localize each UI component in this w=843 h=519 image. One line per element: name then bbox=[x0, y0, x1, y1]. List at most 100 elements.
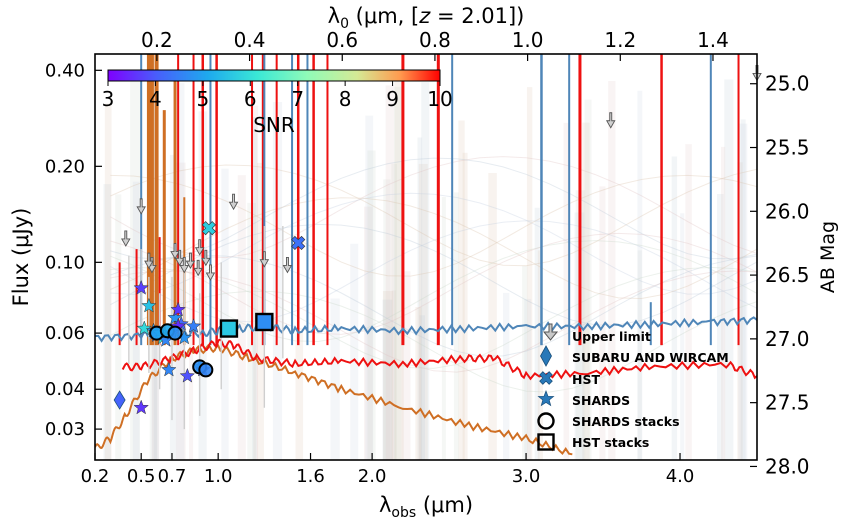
upper-limit-arrow bbox=[205, 264, 216, 281]
y-tick-label: 0.04 bbox=[45, 379, 85, 400]
plot-frame bbox=[94, 53, 758, 461]
mag-tick-label: 27.0 bbox=[765, 327, 810, 351]
legend-label: SHARDS bbox=[572, 393, 630, 408]
hst-stack-point bbox=[219, 319, 239, 338]
top-tick-label: 0.8 bbox=[419, 28, 451, 52]
background-model-line bbox=[110, 232, 757, 335]
legend-x-icon bbox=[539, 371, 553, 385]
background-model-line bbox=[110, 223, 757, 326]
colorbar-tick-label: 7 bbox=[291, 87, 304, 111]
background-model-line bbox=[110, 156, 757, 259]
legend-label: SHARDS stacks bbox=[572, 414, 680, 429]
legend-label: Upper limit bbox=[572, 329, 651, 344]
upper-limit-arrow bbox=[121, 230, 131, 247]
shards-stack-point bbox=[167, 325, 183, 341]
x-axis-label: λobs (μm) bbox=[379, 493, 473, 519]
x-tick-label: 0.2 bbox=[81, 466, 110, 487]
shards-point bbox=[133, 279, 149, 295]
upper-limit-arrow bbox=[259, 251, 270, 268]
top-x-axis: 0.2 0.4 0.6 0.8 1.0 1.2 1.4 bbox=[141, 28, 729, 61]
mag-tick-label: 26.5 bbox=[765, 263, 810, 287]
hst-point bbox=[291, 235, 306, 251]
shards-point bbox=[133, 399, 149, 415]
x-tick-label: 1.0 bbox=[204, 466, 233, 487]
legend-shards: SHARDS bbox=[537, 390, 630, 408]
y-tick-label: 0.03 bbox=[45, 419, 85, 440]
upper-limit-arrow bbox=[194, 239, 205, 256]
bottom-x-axis: 0.2 0.5 0.7 1.0 1.6 2.0 3.0 4.0 bbox=[81, 453, 695, 487]
upper-limit-arrow bbox=[179, 256, 190, 274]
background-model-line bbox=[110, 290, 757, 393]
background-model-line bbox=[110, 157, 757, 260]
colorbar-label: SNR bbox=[253, 113, 295, 137]
colorbar-tick-label: 4 bbox=[149, 87, 162, 111]
legend-upper-limit: Upper limit bbox=[542, 323, 651, 344]
mag-tick-label: 27.5 bbox=[765, 391, 810, 415]
legend-circle-icon bbox=[537, 412, 555, 430]
upper-limit-arrow bbox=[170, 243, 180, 260]
right-axis-label: AB Mag bbox=[817, 221, 839, 293]
shards-point bbox=[185, 318, 202, 333]
y-tick-label: 0.06 bbox=[45, 323, 85, 344]
upper-limit-arrow bbox=[193, 259, 203, 277]
top-tick-label: 1.4 bbox=[697, 28, 729, 52]
subaru-wircam-point bbox=[113, 390, 126, 410]
top-tick-label: 0.4 bbox=[234, 28, 266, 52]
colorbar-gradient bbox=[107, 69, 441, 82]
data-points bbox=[113, 64, 762, 415]
x-tick-label: 2.0 bbox=[358, 466, 387, 487]
background-model-line bbox=[110, 192, 757, 296]
model-spectrum-line bbox=[121, 338, 757, 381]
colorbar-tick-label: 3 bbox=[102, 87, 115, 111]
shards-point bbox=[179, 367, 196, 383]
legend-label: SUBARU AND WIRCAM bbox=[572, 350, 729, 365]
background-model-line bbox=[110, 197, 757, 300]
y-tick-label: 0.40 bbox=[45, 60, 85, 81]
top-tick-label: 1.0 bbox=[512, 28, 544, 52]
colorbar-ticks: 3 4 5 6 7 8 9 10 bbox=[102, 81, 453, 111]
background-model-line bbox=[110, 266, 757, 369]
emission-spikes bbox=[118, 54, 740, 346]
upper-limit-arrow bbox=[144, 252, 154, 270]
shards-point bbox=[167, 309, 183, 325]
background-model-line bbox=[110, 174, 757, 277]
colorbar-tick-label: 9 bbox=[386, 87, 399, 111]
colorbar-tick-label: 10 bbox=[427, 87, 452, 111]
mag-tick-label: 28.0 bbox=[765, 454, 810, 478]
top-axis-label: λ0 (μm, [z = 2.01]) bbox=[328, 4, 525, 32]
top-tick-label: 1.2 bbox=[604, 28, 636, 52]
upper-limit-arrow bbox=[136, 198, 146, 215]
legend-arrow-icon bbox=[542, 323, 559, 341]
upper-limit-arrow bbox=[228, 193, 239, 211]
mag-tick-label: 26.0 bbox=[765, 199, 810, 223]
hst-stack-point bbox=[255, 312, 274, 332]
shards-stack-point bbox=[198, 362, 214, 378]
shards-point bbox=[161, 361, 177, 377]
background-model-line bbox=[110, 270, 757, 373]
upper-limit-arrow bbox=[185, 252, 196, 270]
left-y-axis: 0.03 0.04 0.06 0.10 0.20 0.40 bbox=[45, 60, 102, 440]
upper-limit-arrow bbox=[201, 249, 211, 267]
right-y-axis: 25.0 25.5 26.0 26.5 27.0 27.5 28.0 bbox=[750, 72, 810, 478]
top-tick-label: 0.2 bbox=[141, 28, 173, 52]
x-tick-label: 4.0 bbox=[666, 466, 695, 487]
background-model-line bbox=[110, 240, 757, 343]
legend-subaru-wircam: SUBARU AND WIRCAM bbox=[540, 345, 729, 367]
x-tick-label: 3.0 bbox=[512, 466, 541, 487]
mag-tick-label: 25.0 bbox=[765, 72, 810, 96]
legend-hst-stacks: HST stacks bbox=[537, 433, 649, 451]
x-tick-label: 0.7 bbox=[158, 466, 187, 487]
y-axis-label: Flux (μJy) bbox=[9, 208, 33, 307]
y-tick-label: 0.10 bbox=[45, 252, 85, 273]
background-model-line bbox=[110, 254, 757, 357]
colorbar-tick-label: 8 bbox=[339, 87, 352, 111]
snr-colorbar: 3 4 5 6 7 8 9 10 SNR bbox=[102, 69, 453, 137]
upper-limit-arrow bbox=[282, 256, 293, 274]
legend-hst: HST bbox=[539, 371, 600, 387]
background-model-line bbox=[110, 164, 757, 267]
x-tick-label: 0.5 bbox=[127, 466, 156, 487]
x-tick-label: 1.6 bbox=[296, 466, 325, 487]
colorbar-tick-label: 6 bbox=[244, 87, 257, 111]
legend-diamond-icon bbox=[540, 345, 552, 367]
